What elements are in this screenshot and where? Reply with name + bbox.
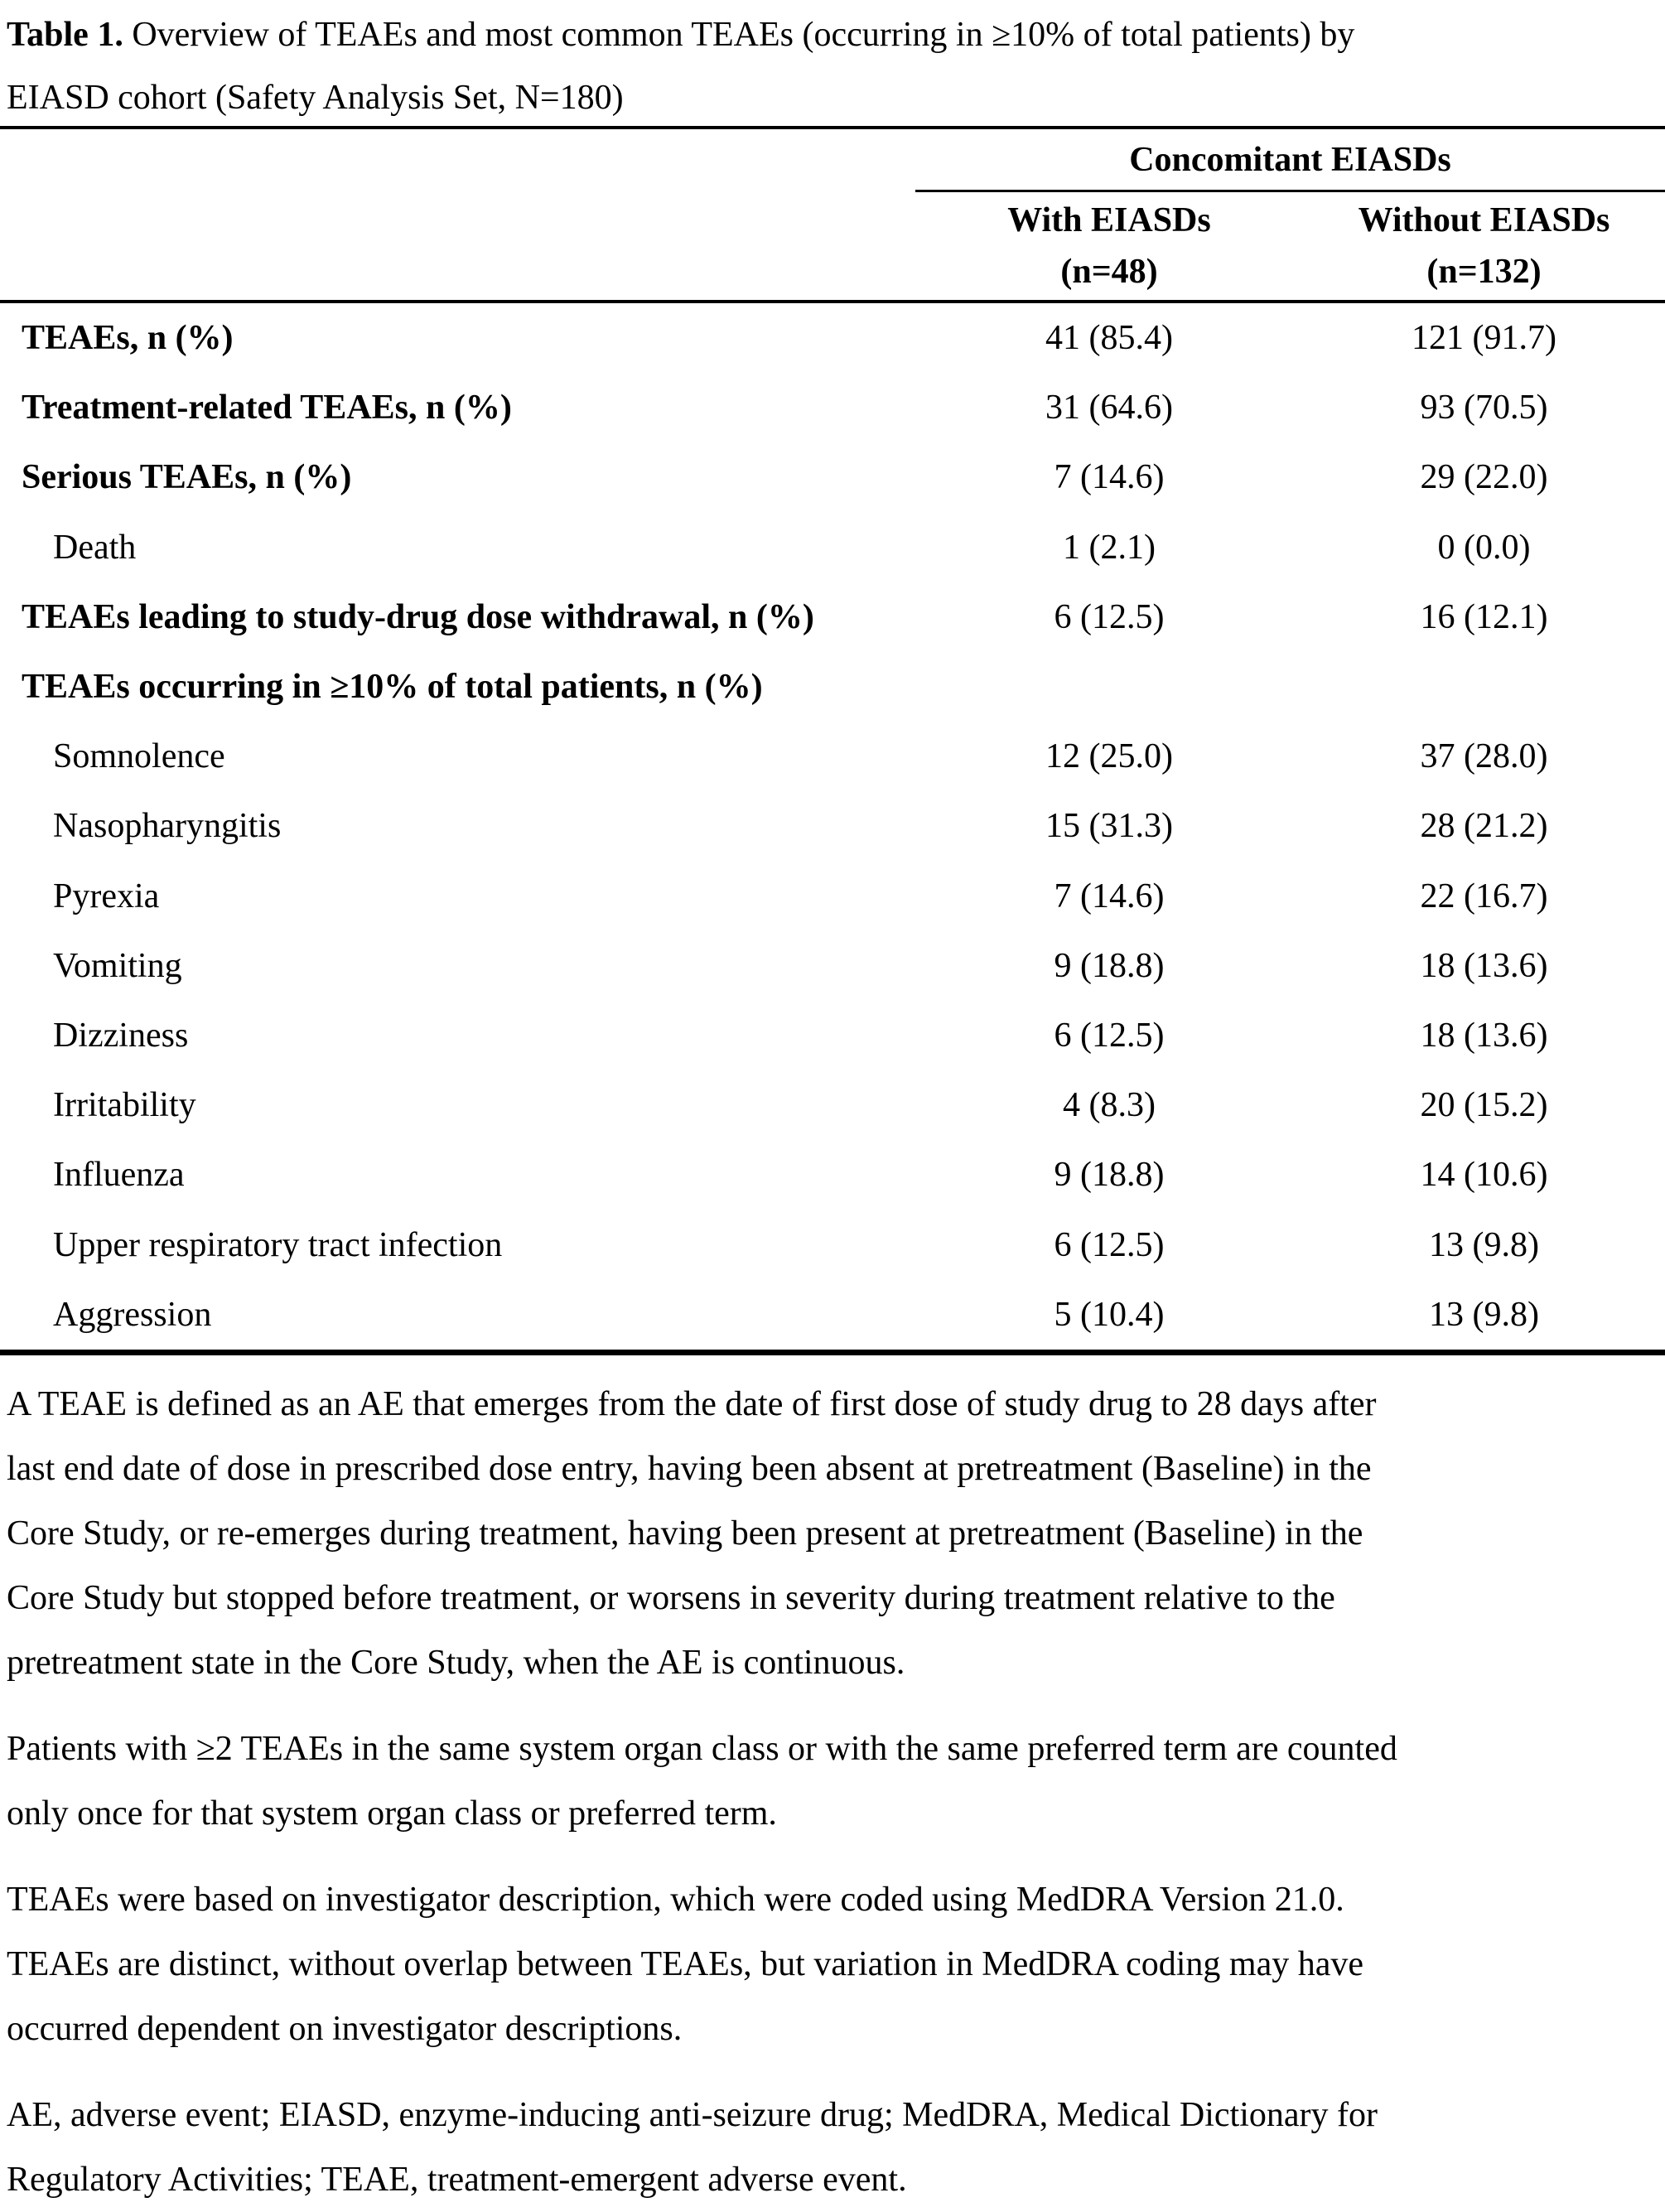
column-header-without-eiasds: Without EIASDs (n=132): [1358, 201, 1610, 291]
span-header-cell: Concomitant EIASDs: [915, 129, 1665, 192]
footnote-teae-definition: A TEAE is defined as an AE that emerges …: [7, 1384, 1377, 1682]
without-eiasds-cell: 93 (70.5): [1420, 389, 1548, 427]
table-row: Treatment-related TEAEs, n (%) 31 (64.6)…: [0, 373, 1665, 442]
row-label: Treatment-related TEAEs, n (%): [22, 389, 512, 427]
with-eiasds-cell: 7 (14.6): [1054, 877, 1165, 915]
table-row: Serious TEAEs, n (%) 7 (14.6) 29 (22.0): [0, 442, 1665, 512]
row-label: Irritability: [53, 1086, 196, 1125]
with-eiasds-cell: 15 (31.3): [1045, 807, 1173, 846]
without-eiasds-cell: 13 (9.8): [1429, 1225, 1539, 1264]
without-eiasds-cell: 20 (15.2): [1420, 1086, 1548, 1125]
row-label: Aggression: [53, 1295, 212, 1334]
with-eiasds-cell: 9 (18.8): [1054, 946, 1165, 985]
table-row: TEAEs leading to study-drug dose withdra…: [0, 582, 1665, 652]
table-caption-label: Table 1.: [7, 16, 123, 54]
with-eiasds-cell: 6 (12.5): [1054, 597, 1165, 636]
row-label: Dizziness: [53, 1016, 189, 1055]
span-header-label: Concomitant EIASDs: [1129, 140, 1451, 179]
without-eiasds-cell: 18 (13.6): [1420, 946, 1548, 985]
row-label: Pyrexia: [53, 877, 160, 915]
row-label: Nasopharyngitis: [53, 807, 282, 846]
span-header-row: Concomitant EIASDs: [0, 129, 1665, 192]
without-eiasds-cell: 29 (22.0): [1420, 458, 1548, 497]
without-eiasds-cell: 16 (12.1): [1420, 597, 1548, 636]
table-section-row: TEAEs occurring in ≥10% of total patient…: [0, 652, 1665, 722]
with-eiasds-cell: 9 (18.8): [1054, 1156, 1165, 1195]
table-row: Aggression 5 (10.4) 13 (9.8): [0, 1280, 1665, 1350]
footnote-meddra-coding: TEAEs were based on investigator descrip…: [7, 1880, 1364, 2048]
with-eiasds-cell: 41 (85.4): [1045, 319, 1173, 358]
table-body: TEAEs, n (%) 41 (85.4) 121 (91.7) Treatm…: [0, 303, 1665, 1355]
table-row: TEAEs, n (%) 41 (85.4) 121 (91.7): [0, 303, 1665, 373]
span-header-spacer: [0, 129, 915, 192]
footnote-counting-rule: Patients with ≥2 TEAEs in the same syste…: [7, 1729, 1397, 1833]
without-eiasds-cell: 37 (28.0): [1420, 737, 1548, 776]
row-label: Vomiting: [53, 946, 182, 985]
with-eiasds-cell: 12 (25.0): [1045, 737, 1173, 776]
table-row: Nasopharyngitis 15 (31.3) 28 (21.2): [0, 791, 1665, 861]
column-header-with-eiasds: With EIASDs (n=48): [1007, 201, 1211, 291]
with-eiasds-cell: 5 (10.4): [1054, 1295, 1165, 1334]
table-footnotes: A TEAE is defined as an AE that emerges …: [0, 1372, 1665, 2212]
with-eiasds-cell: 1 (2.1): [1063, 528, 1156, 567]
with-eiasds-cell: 4 (8.3): [1063, 1086, 1156, 1125]
row-label: Serious TEAEs, n (%): [22, 458, 352, 497]
table-row: Somnolence 12 (25.0) 37 (28.0): [0, 722, 1665, 791]
table-row: Upper respiratory tract infection 6 (12.…: [0, 1210, 1665, 1279]
table-row: Death 1 (2.1) 0 (0.0): [0, 513, 1665, 582]
with-eiasds-cell: 6 (12.5): [1054, 1225, 1165, 1264]
table-caption: Table 1. Overview of TEAEs and most comm…: [0, 0, 1665, 126]
row-label: Upper respiratory tract infection: [53, 1225, 503, 1264]
without-eiasds-cell: 28 (21.2): [1420, 807, 1548, 846]
table-row: Vomiting 9 (18.8) 18 (13.6): [0, 931, 1665, 1001]
table-caption-text: Overview of TEAEs and most common TEAEs …: [7, 16, 1355, 117]
row-label: Somnolence: [53, 737, 225, 776]
with-eiasds-cell: 31 (64.6): [1045, 389, 1173, 427]
without-eiasds-cell: 18 (13.6): [1420, 1016, 1548, 1055]
table-row: Dizziness 6 (12.5) 18 (13.6): [0, 1001, 1665, 1070]
row-label: Death: [53, 528, 137, 567]
footnote-abbreviations: AE, adverse event; EIASD, enzyme-inducin…: [7, 2095, 1378, 2199]
without-eiasds-cell: 14 (10.6): [1420, 1156, 1548, 1195]
table-row: Influenza 9 (18.8) 14 (10.6): [0, 1140, 1665, 1210]
without-eiasds-cell: 13 (9.8): [1429, 1295, 1539, 1334]
without-eiasds-cell: 121 (91.7): [1412, 319, 1556, 358]
with-eiasds-cell: 6 (12.5): [1054, 1016, 1165, 1055]
column-header-row: With EIASDs (n=48) Without EIASDs (n=132…: [0, 192, 1665, 303]
row-label: TEAEs occurring in ≥10% of total patient…: [22, 668, 763, 707]
table-row: Irritability 4 (8.3) 20 (15.2): [0, 1070, 1665, 1140]
without-eiasds-cell: 22 (16.7): [1420, 877, 1548, 915]
without-eiasds-cell: 0 (0.0): [1437, 528, 1531, 567]
data-table: Concomitant EIASDs With EIASDs (n=48) Wi…: [0, 126, 1665, 1355]
row-label: TEAEs, n (%): [22, 319, 234, 358]
with-eiasds-cell: 7 (14.6): [1054, 458, 1165, 497]
row-label: TEAEs leading to study-drug dose withdra…: [22, 597, 814, 636]
table-row: Pyrexia 7 (14.6) 22 (16.7): [0, 862, 1665, 931]
row-label: Influenza: [53, 1156, 185, 1195]
